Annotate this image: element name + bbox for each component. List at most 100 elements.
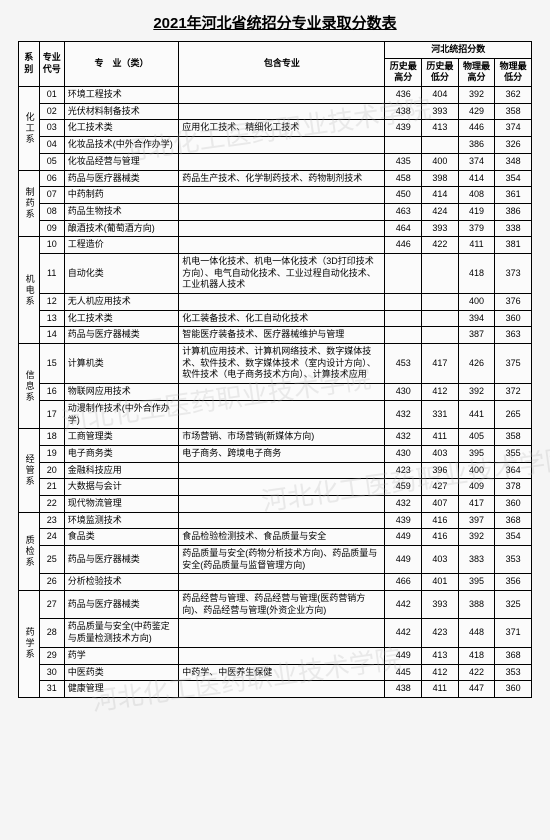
- score-cell: 450: [385, 187, 422, 204]
- included-cell: [179, 512, 385, 529]
- score-cell: 417: [458, 495, 495, 512]
- table-row: 28药品质量与安全(中药鉴定与质量检测技术方向)442423448371: [19, 619, 532, 647]
- code-cell: 02: [39, 103, 64, 120]
- code-cell: 04: [39, 137, 64, 154]
- score-cell: 356: [495, 574, 532, 591]
- score-cell: [422, 294, 459, 311]
- code-cell: 08: [39, 203, 64, 220]
- included-cell: 药品质量与安全(药物分析技术方向)、药品质量与安全(药品质量与监督管理方向): [179, 546, 385, 574]
- included-cell: 机电一体化技术、机电一体化技术（3D打印技术方向）、电气自动化技术、工业过程自动…: [179, 253, 385, 293]
- score-cell: 453: [385, 344, 422, 384]
- code-cell: 05: [39, 153, 64, 170]
- included-cell: 市场营销、市场营销(新媒体方向): [179, 429, 385, 446]
- table-row: 质检系23环境监测技术439416397368: [19, 512, 532, 529]
- included-cell: 中药学、中医养生保健: [179, 664, 385, 681]
- code-cell: 27: [39, 591, 64, 619]
- score-table: 系别 专业代号 专 业（类） 包含专业 河北统招分数 历史最高分 历史最低分 物…: [18, 41, 532, 698]
- table-row: 05化妆品经营与管理435400374348: [19, 153, 532, 170]
- score-cell: 393: [422, 591, 459, 619]
- included-cell: 食品检验检测技术、食品质量与安全: [179, 529, 385, 546]
- th-h2: 历史最低分: [422, 58, 459, 86]
- score-cell: 403: [422, 445, 459, 462]
- score-cell: [422, 137, 459, 154]
- score-cell: 413: [422, 647, 459, 664]
- score-cell: 383: [458, 546, 495, 574]
- th-dept: 系别: [19, 42, 40, 87]
- score-cell: 422: [458, 664, 495, 681]
- score-cell: 413: [422, 120, 459, 137]
- table-row: 经管系18工商管理类市场营销、市场营销(新媒体方向)432411405358: [19, 429, 532, 446]
- score-cell: 424: [422, 203, 459, 220]
- table-row: 14药品与医疗器械类智能医疗装备技术、医疗器械维护与管理387363: [19, 327, 532, 344]
- major-cell: 化妆品技术(中外合作办学): [64, 137, 179, 154]
- score-cell: 418: [458, 647, 495, 664]
- major-cell: 环境监测技术: [64, 512, 179, 529]
- code-cell: 06: [39, 170, 64, 187]
- code-cell: 23: [39, 512, 64, 529]
- th-h4: 物理最低分: [495, 58, 532, 86]
- score-cell: 374: [495, 120, 532, 137]
- table-row: 20金融科技应用423396400364: [19, 462, 532, 479]
- score-cell: 381: [495, 237, 532, 254]
- major-cell: 金融科技应用: [64, 462, 179, 479]
- page-title: 2021年河北省统招分专业录取分数表: [18, 12, 532, 33]
- major-cell: 药学: [64, 647, 179, 664]
- major-cell: 现代物流管理: [64, 495, 179, 512]
- score-cell: 374: [458, 153, 495, 170]
- table-row: 17动漫制作技术(中外合作办学)432331441265: [19, 400, 532, 428]
- included-cell: [179, 647, 385, 664]
- score-cell: 404: [422, 87, 459, 104]
- score-cell: 430: [385, 384, 422, 401]
- score-cell: 358: [495, 429, 532, 446]
- score-cell: 386: [495, 203, 532, 220]
- table-row: 31健康管理438411447360: [19, 681, 532, 698]
- code-cell: 13: [39, 310, 64, 327]
- code-cell: 24: [39, 529, 64, 546]
- table-row: 02光伏材料制备技术438393429358: [19, 103, 532, 120]
- major-cell: 化妆品经营与管理: [64, 153, 179, 170]
- included-cell: 药品生产技术、化学制药技术、药物制剂技术: [179, 170, 385, 187]
- code-cell: 12: [39, 294, 64, 311]
- table-row: 12无人机应用技术 400376: [19, 294, 532, 311]
- major-cell: 物联网应用技术: [64, 384, 179, 401]
- major-cell: 分析检验技术: [64, 574, 179, 591]
- table-row: 07中药制药450414408361: [19, 187, 532, 204]
- major-cell: 健康管理: [64, 681, 179, 698]
- major-cell: 药品与医疗器械类: [64, 591, 179, 619]
- score-cell: 448: [458, 619, 495, 647]
- score-cell: 442: [385, 591, 422, 619]
- score-cell: 449: [385, 529, 422, 546]
- score-cell: 376: [495, 294, 532, 311]
- dept-cell: 药学系: [19, 591, 40, 698]
- score-cell: 441: [458, 400, 495, 428]
- score-cell: 392: [458, 529, 495, 546]
- code-cell: 03: [39, 120, 64, 137]
- score-cell: [385, 137, 422, 154]
- score-cell: 338: [495, 220, 532, 237]
- score-cell: 395: [458, 574, 495, 591]
- code-cell: 09: [39, 220, 64, 237]
- major-cell: 计算机类: [64, 344, 179, 384]
- table-row: 21大数据与会计459427409378: [19, 479, 532, 496]
- table-row: 22现代物流管理432407417360: [19, 495, 532, 512]
- score-cell: 401: [422, 574, 459, 591]
- score-cell: 354: [495, 529, 532, 546]
- score-cell: 400: [458, 294, 495, 311]
- major-cell: 化工技术类: [64, 120, 179, 137]
- score-cell: [385, 327, 422, 344]
- code-cell: 28: [39, 619, 64, 647]
- included-cell: [179, 400, 385, 428]
- score-cell: 360: [495, 310, 532, 327]
- score-cell: 326: [495, 137, 532, 154]
- included-cell: [179, 574, 385, 591]
- score-cell: 353: [495, 546, 532, 574]
- score-cell: 411: [422, 429, 459, 446]
- included-cell: [179, 137, 385, 154]
- score-cell: 459: [385, 479, 422, 496]
- code-cell: 20: [39, 462, 64, 479]
- major-cell: 无人机应用技术: [64, 294, 179, 311]
- score-cell: 438: [385, 103, 422, 120]
- code-cell: 19: [39, 445, 64, 462]
- table-row: 机电系10工程造价446422411381: [19, 237, 532, 254]
- table-row: 信息系15计算机类计算机应用技术、计算机网络技术、数字媒体技术、软件技术、数字媒…: [19, 344, 532, 384]
